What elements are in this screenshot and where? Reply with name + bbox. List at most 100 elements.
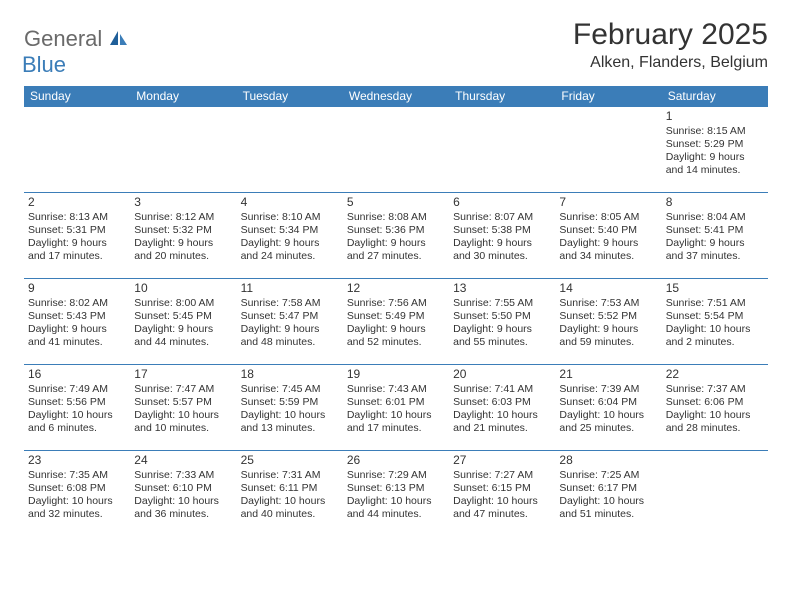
calendar-cell bbox=[555, 107, 661, 193]
day-number: 15 bbox=[666, 281, 764, 296]
daylight-text: and 44 minutes. bbox=[347, 508, 445, 521]
calendar-cell: 11Sunrise: 7:58 AMSunset: 5:47 PMDayligh… bbox=[237, 279, 343, 365]
sunrise-text: Sunrise: 7:35 AM bbox=[28, 469, 126, 482]
sail-icon bbox=[109, 33, 129, 50]
logo: General Blue bbox=[24, 26, 129, 78]
col-tuesday: Tuesday bbox=[237, 86, 343, 107]
calendar-cell: 8Sunrise: 8:04 AMSunset: 5:41 PMDaylight… bbox=[662, 193, 768, 279]
sunrise-text: Sunrise: 7:58 AM bbox=[241, 297, 339, 310]
sunrise-text: Sunrise: 8:13 AM bbox=[28, 211, 126, 224]
sunrise-text: Sunrise: 7:55 AM bbox=[453, 297, 551, 310]
daylight-text: and 41 minutes. bbox=[28, 336, 126, 349]
daylight-text: Daylight: 9 hours bbox=[347, 237, 445, 250]
calendar-cell bbox=[343, 107, 449, 193]
day-number: 19 bbox=[347, 367, 445, 382]
logo-word2: Blue bbox=[22, 52, 66, 77]
calendar-cell: 27Sunrise: 7:27 AMSunset: 6:15 PMDayligh… bbox=[449, 451, 555, 537]
col-wednesday: Wednesday bbox=[343, 86, 449, 107]
daylight-text: Daylight: 10 hours bbox=[453, 409, 551, 422]
calendar-cell: 4Sunrise: 8:10 AMSunset: 5:34 PMDaylight… bbox=[237, 193, 343, 279]
sunset-text: Sunset: 5:52 PM bbox=[559, 310, 657, 323]
calendar-cell bbox=[24, 107, 130, 193]
calendar-cell: 13Sunrise: 7:55 AMSunset: 5:50 PMDayligh… bbox=[449, 279, 555, 365]
daylight-text: Daylight: 9 hours bbox=[134, 237, 232, 250]
daylight-text: Daylight: 9 hours bbox=[241, 237, 339, 250]
day-number: 20 bbox=[453, 367, 551, 382]
calendar-cell: 18Sunrise: 7:45 AMSunset: 5:59 PMDayligh… bbox=[237, 365, 343, 451]
header: General Blue February 2025 Alken, Flande… bbox=[24, 18, 768, 78]
logo-text: General Blue bbox=[24, 26, 129, 78]
sunrise-text: Sunrise: 7:49 AM bbox=[28, 383, 126, 396]
sunset-text: Sunset: 5:47 PM bbox=[241, 310, 339, 323]
daylight-text: and 13 minutes. bbox=[241, 422, 339, 435]
day-number: 9 bbox=[28, 281, 126, 296]
sunrise-text: Sunrise: 7:33 AM bbox=[134, 469, 232, 482]
daylight-text: Daylight: 10 hours bbox=[134, 409, 232, 422]
calendar-cell: 1Sunrise: 8:15 AMSunset: 5:29 PMDaylight… bbox=[662, 107, 768, 193]
sunrise-text: Sunrise: 8:10 AM bbox=[241, 211, 339, 224]
calendar-cell: 24Sunrise: 7:33 AMSunset: 6:10 PMDayligh… bbox=[130, 451, 236, 537]
sunset-text: Sunset: 6:08 PM bbox=[28, 482, 126, 495]
sunset-text: Sunset: 5:49 PM bbox=[347, 310, 445, 323]
daylight-text: and 20 minutes. bbox=[134, 250, 232, 263]
calendar-cell bbox=[130, 107, 236, 193]
daylight-text: and 40 minutes. bbox=[241, 508, 339, 521]
daylight-text: Daylight: 10 hours bbox=[666, 409, 764, 422]
sunset-text: Sunset: 5:50 PM bbox=[453, 310, 551, 323]
sunset-text: Sunset: 6:13 PM bbox=[347, 482, 445, 495]
daylight-text: and 51 minutes. bbox=[559, 508, 657, 521]
daylight-text: Daylight: 9 hours bbox=[28, 323, 126, 336]
sunset-text: Sunset: 5:54 PM bbox=[666, 310, 764, 323]
sunset-text: Sunset: 5:31 PM bbox=[28, 224, 126, 237]
daylight-text: Daylight: 10 hours bbox=[28, 409, 126, 422]
sunset-text: Sunset: 5:38 PM bbox=[453, 224, 551, 237]
day-number: 4 bbox=[241, 195, 339, 210]
col-friday: Friday bbox=[555, 86, 661, 107]
daylight-text: and 34 minutes. bbox=[559, 250, 657, 263]
day-number: 2 bbox=[28, 195, 126, 210]
logo-word1: General bbox=[24, 26, 102, 51]
sunrise-text: Sunrise: 7:27 AM bbox=[453, 469, 551, 482]
calendar-cell: 23Sunrise: 7:35 AMSunset: 6:08 PMDayligh… bbox=[24, 451, 130, 537]
calendar-cell: 21Sunrise: 7:39 AMSunset: 6:04 PMDayligh… bbox=[555, 365, 661, 451]
day-number: 11 bbox=[241, 281, 339, 296]
daylight-text: and 14 minutes. bbox=[666, 164, 764, 177]
sunrise-text: Sunrise: 7:41 AM bbox=[453, 383, 551, 396]
daylight-text: Daylight: 9 hours bbox=[453, 237, 551, 250]
calendar-cell: 17Sunrise: 7:47 AMSunset: 5:57 PMDayligh… bbox=[130, 365, 236, 451]
calendar-cell: 15Sunrise: 7:51 AMSunset: 5:54 PMDayligh… bbox=[662, 279, 768, 365]
title-block: February 2025 Alken, Flanders, Belgium bbox=[573, 18, 768, 72]
day-number: 3 bbox=[134, 195, 232, 210]
daylight-text: Daylight: 10 hours bbox=[559, 409, 657, 422]
calendar-cell: 9Sunrise: 8:02 AMSunset: 5:43 PMDaylight… bbox=[24, 279, 130, 365]
daylight-text: Daylight: 9 hours bbox=[666, 237, 764, 250]
sunrise-text: Sunrise: 8:04 AM bbox=[666, 211, 764, 224]
calendar-week-row: 16Sunrise: 7:49 AMSunset: 5:56 PMDayligh… bbox=[24, 365, 768, 451]
sunrise-text: Sunrise: 8:08 AM bbox=[347, 211, 445, 224]
day-number: 16 bbox=[28, 367, 126, 382]
col-sunday: Sunday bbox=[24, 86, 130, 107]
daylight-text: Daylight: 10 hours bbox=[666, 323, 764, 336]
calendar-table: Sunday Monday Tuesday Wednesday Thursday… bbox=[24, 86, 768, 537]
calendar-week-row: 9Sunrise: 8:02 AMSunset: 5:43 PMDaylight… bbox=[24, 279, 768, 365]
daylight-text: Daylight: 10 hours bbox=[347, 409, 445, 422]
sunset-text: Sunset: 5:57 PM bbox=[134, 396, 232, 409]
daylight-text: and 59 minutes. bbox=[559, 336, 657, 349]
daylight-text: and 2 minutes. bbox=[666, 336, 764, 349]
sunset-text: Sunset: 5:43 PM bbox=[28, 310, 126, 323]
day-number: 22 bbox=[666, 367, 764, 382]
daylight-text: and 21 minutes. bbox=[453, 422, 551, 435]
day-number: 28 bbox=[559, 453, 657, 468]
sunrise-text: Sunrise: 7:43 AM bbox=[347, 383, 445, 396]
daylight-text: and 52 minutes. bbox=[347, 336, 445, 349]
daylight-text: Daylight: 9 hours bbox=[666, 151, 764, 164]
daylight-text: Daylight: 10 hours bbox=[347, 495, 445, 508]
daylight-text: and 17 minutes. bbox=[347, 422, 445, 435]
day-number: 25 bbox=[241, 453, 339, 468]
daylight-text: and 24 minutes. bbox=[241, 250, 339, 263]
calendar-cell: 20Sunrise: 7:41 AMSunset: 6:03 PMDayligh… bbox=[449, 365, 555, 451]
sunrise-text: Sunrise: 7:25 AM bbox=[559, 469, 657, 482]
calendar-cell bbox=[449, 107, 555, 193]
sunrise-text: Sunrise: 7:45 AM bbox=[241, 383, 339, 396]
sunrise-text: Sunrise: 7:53 AM bbox=[559, 297, 657, 310]
